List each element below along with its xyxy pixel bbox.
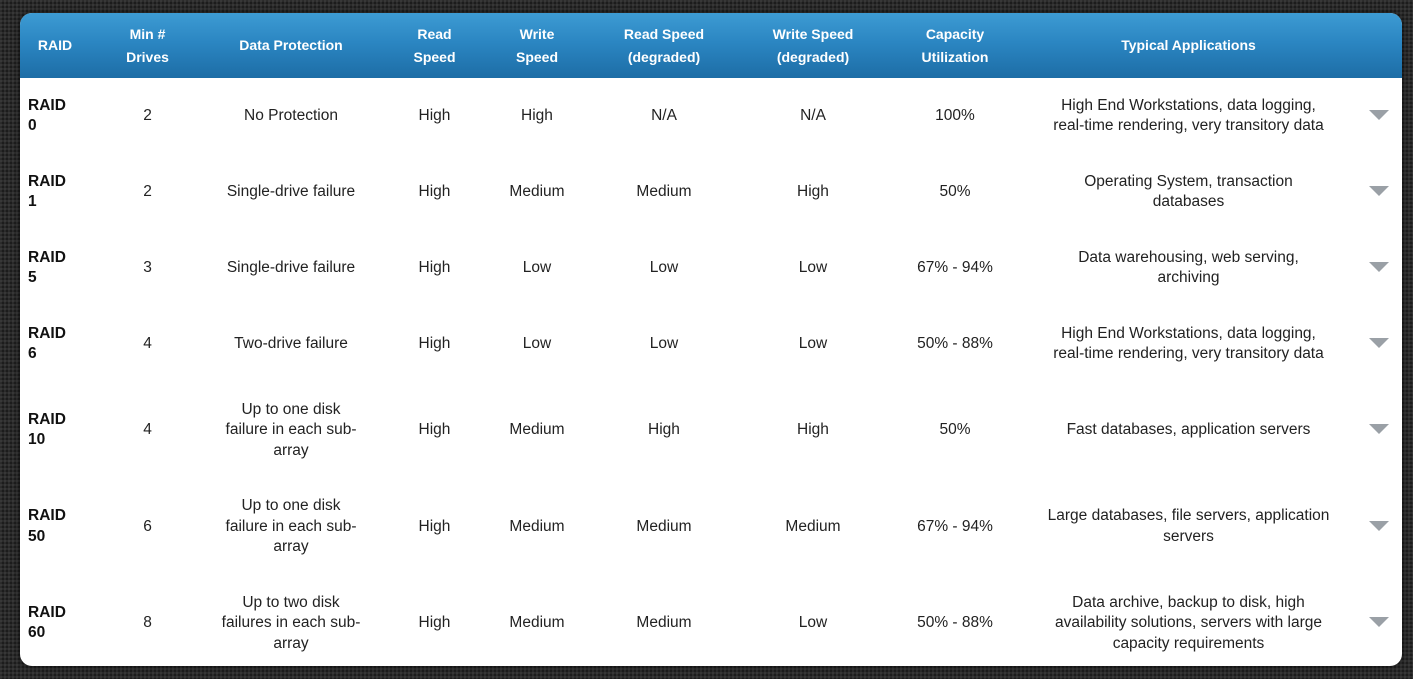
write-speed-degraded-cell: High (797, 182, 829, 200)
chevron-down-icon[interactable] (1369, 520, 1389, 531)
table-row-raid-1[interactable]: RAID 1 2 Single-drive failure High Medium… (20, 154, 1402, 230)
row-toggle-cell[interactable] (1347, 306, 1402, 382)
read-speed-cell: High (418, 182, 451, 200)
write-speed-cell: Low (522, 258, 552, 276)
min-drives-cell: 4 (143, 334, 152, 352)
read-speed-degraded-cell: High (648, 421, 680, 438)
header-write-speed: Write Speed (515, 25, 558, 65)
write-speed-degraded-cell: Low (798, 614, 828, 631)
read-speed-degraded-cell: Low (649, 258, 679, 276)
header-raid: RAID (37, 37, 73, 53)
write-speed-degraded-cell: Medium (785, 517, 841, 535)
data-protection-cell: Single-drive failure (226, 182, 356, 200)
table-row-raid-6[interactable]: RAID 6 4 Two-drive failure High Low Low L… (20, 306, 1402, 382)
capacity-utilization-cell: 100% (935, 106, 975, 124)
raid-level-cell: RAID 6 (28, 324, 66, 363)
typical-applications-cell: Operating System, transaction databases (1084, 172, 1293, 211)
data-protection-cell: Up to one disk failure in each sub-array (225, 497, 357, 555)
chevron-down-icon[interactable] (1369, 424, 1389, 434)
min-drives-cell: 3 (143, 258, 152, 276)
data-protection-cell: No Protection (244, 106, 338, 124)
data-protection-cell: Single-drive failure (226, 258, 356, 276)
write-speed-cell: Medium (509, 421, 565, 438)
chevron-down-icon[interactable] (1369, 109, 1389, 120)
read-speed-degraded-cell: Medium (636, 182, 692, 200)
read-speed-degraded-cell: Low (649, 334, 679, 352)
table-row-raid-60[interactable]: RAID 60 8 Up to two disk failures in each… (20, 575, 1402, 666)
capacity-utilization-cell: 50% - 88% (917, 334, 993, 352)
data-protection-cell: Two-drive failure (234, 334, 348, 352)
table-row-raid-10[interactable]: RAID 10 4 Up to one disk failure in each … (20, 382, 1402, 479)
table-row-raid-5[interactable]: RAID 5 3 Single-drive failure High Low Lo… (20, 230, 1402, 306)
chevron-down-icon[interactable] (1369, 185, 1389, 196)
header-write-speed-degraded: Write Speed (degraded) (772, 25, 854, 65)
read-speed-cell: High (418, 106, 451, 124)
raid-comparison-table: RAID Min # Drives Data Protection Read Spe… (20, 13, 1402, 666)
row-toggle-cell[interactable] (1347, 575, 1402, 666)
raid-level-cell: RAID 1 (28, 172, 66, 211)
min-drives-cell: 8 (143, 614, 152, 631)
chevron-down-icon[interactable] (1369, 617, 1389, 627)
typical-applications-cell: Fast databases, application servers (1066, 421, 1311, 438)
raid-comparison-panel: RAID Min # Drives Data Protection Read Spe… (20, 13, 1402, 666)
min-drives-cell: 2 (143, 182, 152, 200)
row-toggle-cell[interactable] (1347, 230, 1402, 306)
capacity-utilization-cell: 67% - 94% (917, 517, 993, 535)
table-row-raid-50[interactable]: RAID 50 6 Up to one disk failure in each … (20, 479, 1402, 576)
read-speed-cell: High (418, 614, 451, 631)
read-speed-cell: High (418, 421, 451, 438)
read-speed-degraded-cell: Medium (636, 614, 692, 631)
read-speed-cell: High (418, 517, 451, 535)
read-speed-cell: High (418, 334, 451, 352)
row-toggle-cell[interactable] (1347, 154, 1402, 230)
write-speed-degraded-cell: Low (798, 258, 828, 276)
capacity-utilization-cell: 50% (939, 182, 971, 200)
row-toggle-cell[interactable] (1347, 78, 1402, 154)
raid-level-cell: RAID 60 (28, 603, 66, 642)
read-speed-cell: High (418, 258, 451, 276)
raid-level-cell: RAID 5 (28, 248, 66, 287)
row-toggle-cell[interactable] (1347, 382, 1402, 479)
write-speed-degraded-cell: N/A (800, 106, 826, 124)
header-data-protection: Data Protection (239, 37, 343, 53)
min-drives-cell: 2 (143, 106, 152, 124)
table-header-row: RAID Min # Drives Data Protection Read Spe… (20, 13, 1402, 78)
min-drives-cell: 4 (143, 421, 152, 438)
data-protection-cell: Up to two disk failures in each sub-arra… (221, 593, 361, 652)
header-min-drives: Min # Drives (126, 25, 169, 65)
header-read-speed: Read Speed (413, 25, 456, 65)
typical-applications-cell: High End Workstations, data logging, rea… (1053, 96, 1324, 135)
typical-applications-cell: Large databases, file servers, applicati… (1047, 507, 1330, 545)
write-speed-degraded-cell: Low (798, 334, 828, 352)
write-speed-cell: Medium (509, 614, 565, 631)
header-typical-applications: Typical Applications (1121, 37, 1256, 53)
capacity-utilization-cell: 50% (939, 421, 971, 438)
write-speed-cell: Medium (509, 182, 565, 200)
header-capacity-utilization: Capacity Utilization (921, 25, 989, 65)
write-speed-cell: Low (522, 334, 552, 352)
write-speed-cell: High (521, 106, 553, 124)
raid-level-cell: RAID 10 (28, 410, 66, 449)
raid-level-cell: RAID 50 (28, 507, 66, 545)
table-row-raid-0[interactable]: RAID 0 2 No Protection High High N/A N/A … (20, 78, 1402, 154)
chevron-down-icon[interactable] (1369, 337, 1389, 348)
read-speed-degraded-cell: Medium (636, 517, 692, 535)
capacity-utilization-cell: 67% - 94% (917, 258, 993, 276)
raid-level-cell: RAID 0 (28, 96, 66, 135)
header-read-speed-degraded: Read Speed (degraded) (623, 25, 705, 65)
typical-applications-cell: High End Workstations, data logging, rea… (1053, 324, 1324, 363)
min-drives-cell: 6 (143, 517, 152, 535)
typical-applications-cell: Data archive, backup to disk, high avail… (1054, 593, 1323, 652)
chevron-down-icon[interactable] (1369, 261, 1389, 272)
row-toggle-cell[interactable] (1347, 479, 1402, 576)
capacity-utilization-cell: 50% - 88% (917, 614, 993, 631)
typical-applications-cell: Data warehousing, web serving, archiving (1078, 248, 1299, 287)
write-speed-cell: Medium (509, 517, 565, 535)
read-speed-degraded-cell: N/A (651, 106, 677, 124)
write-speed-degraded-cell: High (797, 421, 829, 438)
header-toggle-spacer (1347, 13, 1402, 78)
data-protection-cell: Up to one disk failure in each sub-array (225, 400, 357, 459)
